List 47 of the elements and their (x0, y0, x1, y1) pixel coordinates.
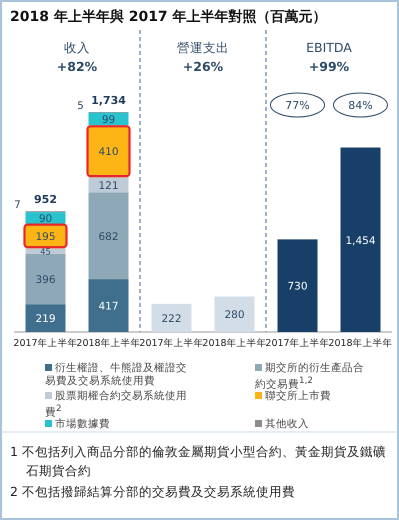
data-label: 222 (161, 312, 182, 325)
text: 收入 +82% (56, 40, 98, 74)
legend-label: 期交所的衍生產品合約交易費$^{1,2}$ (255, 362, 365, 390)
x-tick-label: 2018年上半年 (328, 337, 393, 349)
data-label: 195 (35, 230, 56, 243)
data-label: 682 (98, 230, 119, 243)
total-label: 1,734 (91, 94, 126, 107)
text: EBITDA +99% (306, 40, 352, 74)
text: 1 不包括列入商品分部的倫敦金屬期貨小型合約、黃金期貨及鐵礦石期貨合約 (10, 443, 387, 480)
text: 2 不包括撥歸結算分部的交易費及交易系統使用費 (10, 483, 296, 501)
data-label: 99 (102, 114, 116, 126)
legend-label: 衍生權證、牛熊證及權證交易費及交易系統使用費 (45, 362, 188, 388)
bar (214, 296, 254, 332)
data-label: 45 (40, 247, 51, 258)
data-label: 280 (224, 309, 245, 322)
text: 77% (285, 99, 310, 112)
x-tick-label: 2018年上半年 (76, 337, 141, 349)
data-label: 1,454 (345, 234, 376, 247)
x-tick-label: 2017年上半年 (139, 337, 204, 349)
bar (278, 239, 318, 332)
chart-title: 2018 年上半年與 2017 年上半年對照（百萬元） (10, 9, 327, 25)
legend-label: 其他收入 (264, 418, 310, 431)
text: 營運支出 +26% (177, 40, 229, 74)
bar (26, 254, 66, 304)
x-tick-label: 2018年上半年 (202, 337, 267, 349)
bar (26, 304, 66, 332)
text: 84% (348, 99, 373, 112)
legend-label: 聯交所上市費 (264, 390, 332, 403)
data-label: 90 (38, 212, 52, 225)
total-label: 952 (34, 193, 57, 206)
data-label: 417 (98, 300, 119, 313)
data-label: 396 (35, 274, 56, 286)
legend-label: 股票期權合約交易系統使用費$^{2}$ (45, 390, 188, 418)
x-tick-label: 2017年上半年 (265, 337, 330, 349)
data-label: 730 (287, 280, 308, 293)
x-tick-label: 2017年上半年 (13, 337, 78, 349)
bar (88, 279, 128, 332)
bar (152, 304, 192, 332)
bar (88, 177, 128, 193)
data-label: 219 (35, 313, 56, 326)
data-label: 121 (98, 180, 119, 192)
bar (340, 148, 380, 332)
data-label: 410 (98, 146, 119, 158)
legend-label: 市場數據費 (54, 418, 111, 431)
data-label: 7 (14, 199, 21, 212)
data-label: 5 (77, 100, 84, 112)
bar (88, 192, 128, 280)
